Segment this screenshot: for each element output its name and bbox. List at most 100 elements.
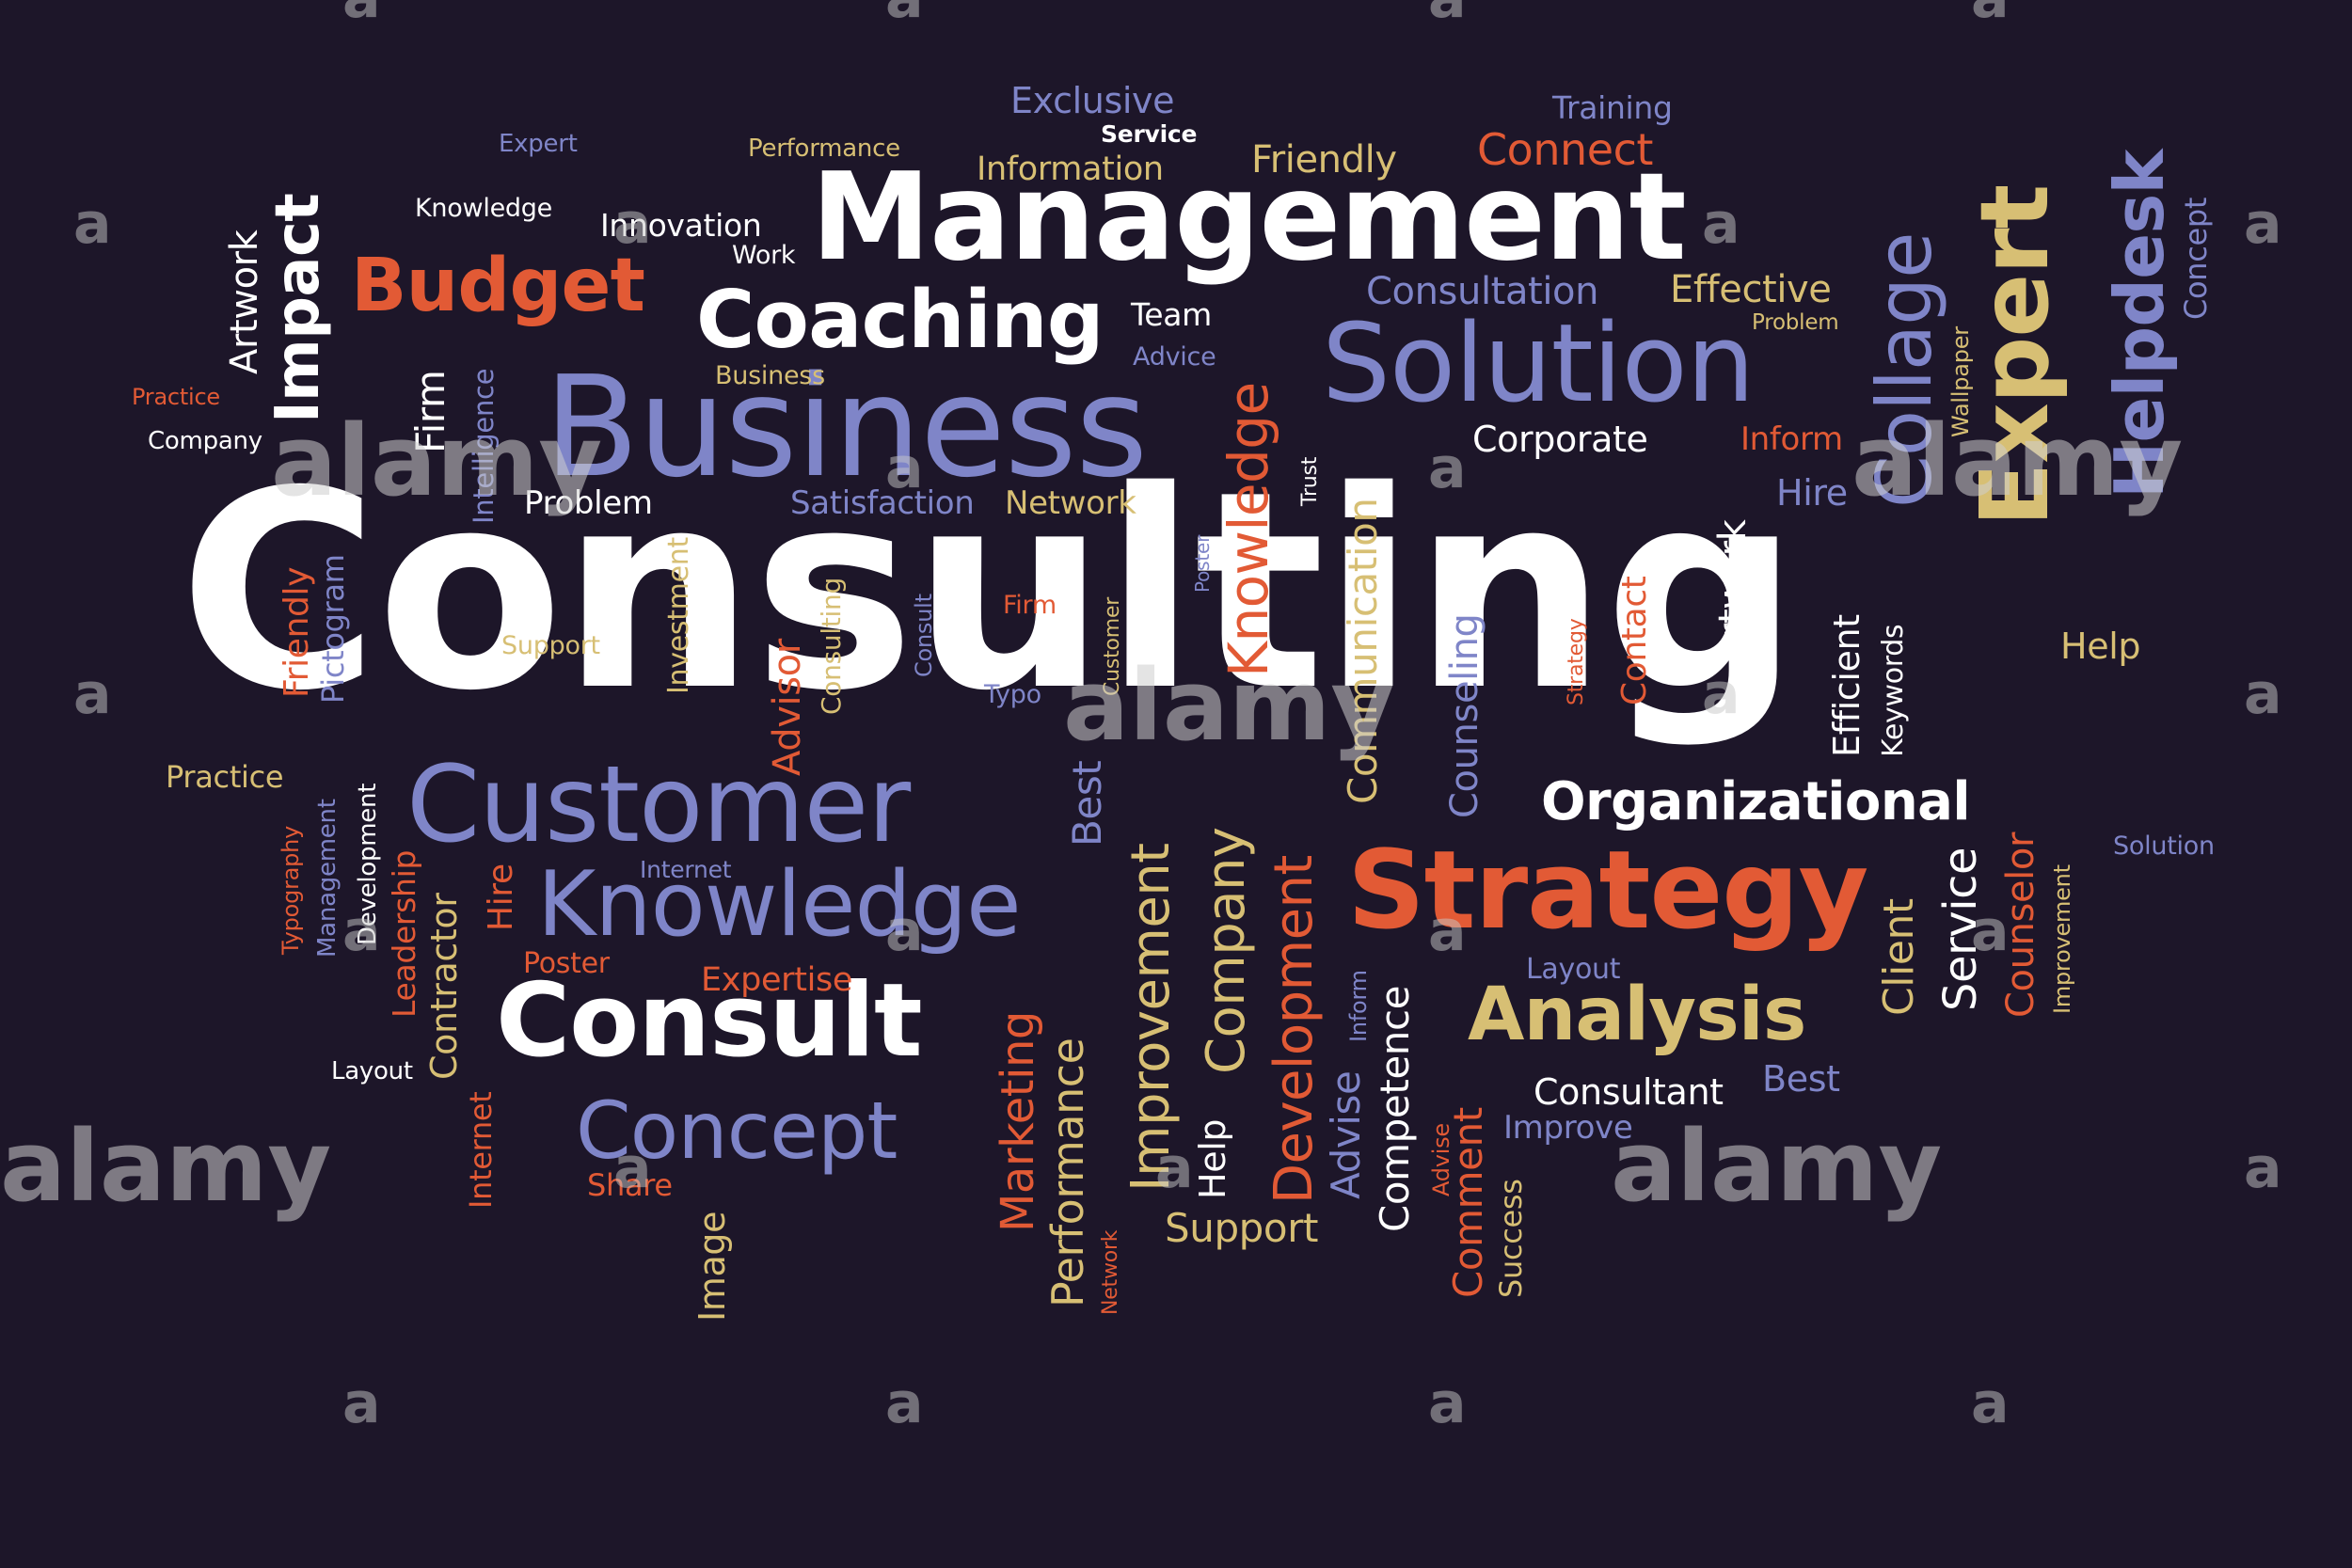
word-practice-left: Practice [132,384,220,410]
watermark-mark: a [1428,0,1467,26]
word-internet-vertical: Internet [463,1091,499,1209]
word-pictogram: Pictogram [315,554,351,704]
word-best-vertical: Best [1064,760,1110,847]
watermark-mark: a [1428,1370,1467,1436]
word-advisor: Advisor [766,639,809,776]
word-solution-small: Solution [2113,832,2215,861]
watermark-mark: a [1971,898,2010,964]
watermark-mark: a [1702,661,1740,727]
word-efficient: Efficient [1826,614,1867,757]
word-share: Share [587,1167,673,1203]
word-connect: Connect [1477,124,1653,175]
word-contractor: Contractor [423,893,465,1080]
word-analysis: Analysis [1468,973,1806,1057]
word-hire-right: Hire [1776,472,1848,514]
watermark-mark: a [2244,661,2282,727]
word-business: Business [544,346,1148,508]
word-customer: Customer [406,744,911,866]
word-consult: Consult [496,962,923,1080]
word-budget: Budget [351,244,645,328]
watermark-mark: a [885,0,924,26]
word-artwork-right: Artwork [1711,519,1755,665]
watermark-mark: a [342,0,381,26]
word-expertise: Expertise [701,961,853,999]
watermark-mark: a [1428,436,1467,501]
watermark-mark: a [2244,191,2282,257]
watermark-mark: a [1971,1370,2010,1436]
watermark-mark: a [1702,191,1740,257]
word-friendly-top: Friendly [1251,138,1397,182]
word-hire-vertical: Hire [482,863,520,931]
watermark-mark: a [2244,1135,2282,1201]
word-business-small: Business [715,361,825,390]
word-improve: Improve [1503,1109,1633,1147]
word-network-horizontal: Network [1005,484,1136,522]
word-image: Image [691,1211,733,1322]
word-development: Development [1263,855,1325,1204]
word-best-right: Best [1762,1058,1840,1100]
word-friendly-vertical: Friendly [278,566,316,698]
word-company-left: Company [148,427,262,455]
word-concept: Concept [576,1085,898,1177]
word-training: Training [1552,89,1673,126]
watermark-mark: a [1971,0,2010,26]
watermark-mark: a [885,1370,924,1436]
word-management-vertical: Management [313,799,342,958]
watermark-mark: a [73,191,112,257]
watermark-mark: a [613,1135,652,1201]
word-counseling: Counseling [1443,613,1486,818]
word-client: Client [1875,898,1923,1016]
word-competence: Competence [1372,985,1418,1232]
word-help-vertical: Help [1192,1118,1233,1199]
word-satisfaction: Satisfaction [790,484,975,522]
word-consulting-main: Consulting [179,434,1800,751]
word-team: Team [1131,296,1212,333]
word-knowledge-small: Knowledge [415,194,552,223]
word-help-right: Help [2060,626,2141,667]
word-comment: Comment [1445,1107,1491,1298]
watermark-mark: a [342,898,381,964]
word-trust: Trust [1298,456,1322,506]
word-typography: Typography [278,825,304,955]
word-typo: Typo [984,680,1041,709]
word-poster-vertical: Poster [1191,534,1214,593]
word-consultation: Consultation [1366,270,1599,313]
watermark-mark: a [1428,898,1467,964]
word-exclusive: Exclusive [1010,80,1175,121]
word-coaching: Coaching [696,274,1104,367]
word-support-mid: Support [501,631,600,660]
word-investment: Investment [662,537,695,694]
word-performance-top: Performance [748,135,900,163]
word-leadership: Leadership [386,849,422,1018]
word-inform-vertical: Inform [1345,970,1372,1042]
word-information: Information [977,150,1164,188]
word-company-vertical: Company [1196,827,1257,1075]
word-management: Management [811,148,1687,288]
word-consulting-small: Consulting [816,577,847,715]
word-organizational: Organizational [1541,771,1971,832]
watermark-mark: a [885,898,924,964]
word-work: Work [732,241,796,270]
word-performance-vertical: Performance [1042,1037,1093,1307]
word-expert-small: Expert [499,130,578,158]
word-layout-left: Layout [331,1057,413,1085]
word-contact: Contact [1615,576,1654,705]
watermark-logo: alamy [0,1109,332,1224]
word-advice: Advice [1133,342,1216,372]
word-knowledge-vertical: Knowledge [1216,382,1280,677]
watermark-logo: alamy [271,404,603,518]
word-concept-vertical: Concept [2178,197,2214,320]
word-poster: Poster [523,947,610,980]
watermark-mark: a [885,436,924,501]
word-strategy-vertical: Strategy [1565,618,1588,705]
watermark-logo: alamy [1063,648,1395,763]
word-layout-right: Layout [1526,953,1621,986]
word-solution: Solution [1322,301,1755,427]
word-internet-small: Internet [640,856,732,883]
word-problem: Problem [524,484,653,522]
word-corporate: Corporate [1472,419,1648,460]
word-support-bottom: Support [1165,1205,1319,1251]
word-service-top: Service [1101,120,1198,148]
word-keywords: Keywords [1877,624,1910,757]
word-firm-mid: Firm [1003,591,1057,620]
